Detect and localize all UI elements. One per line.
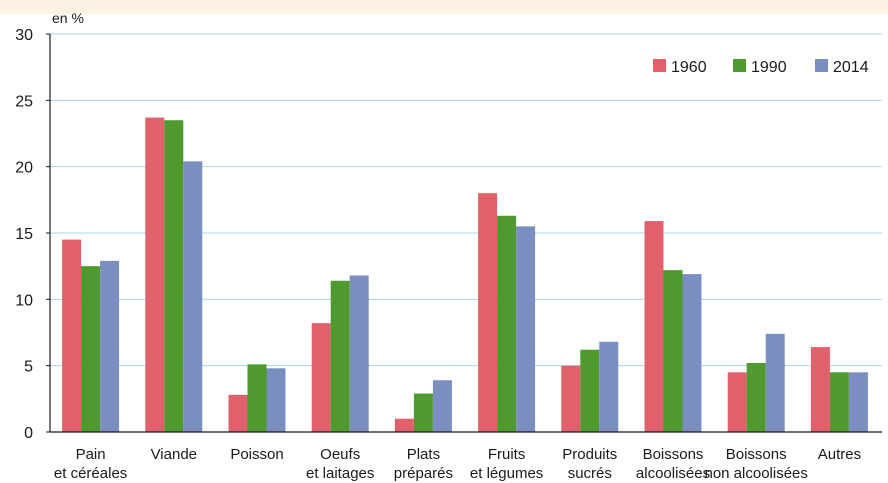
bar-1960	[145, 117, 165, 432]
y-tick-label: 25	[15, 93, 33, 110]
x-category-label-line: Plats	[407, 446, 440, 463]
y-axis-unit: en %	[52, 10, 84, 26]
bar-2014	[432, 380, 452, 432]
x-category-label: Plats préparés	[394, 446, 453, 482]
header-band	[0, 0, 888, 14]
bar-1960	[311, 323, 331, 432]
bar-2014	[100, 260, 120, 432]
y-tick-label: 30	[15, 27, 33, 44]
bar-1990	[330, 280, 350, 432]
bar-1990	[663, 270, 683, 432]
bar-1990	[829, 372, 849, 432]
bar-2014	[848, 372, 868, 432]
bars	[62, 117, 868, 433]
bar-1990	[164, 120, 184, 432]
bar-1960	[810, 347, 830, 432]
y-tick-label: 20	[15, 160, 33, 177]
x-category-label-line: Oeufs	[320, 446, 360, 463]
x-category-label-line: et laitages	[306, 465, 374, 482]
bar-1960	[561, 365, 581, 432]
legend: 1960 1990 2014	[653, 59, 869, 76]
bar-1960	[478, 193, 498, 432]
bar-2014	[765, 333, 785, 432]
gridlines	[50, 33, 882, 367]
bar-2014	[183, 161, 203, 433]
x-category-label-line: et légumes	[470, 465, 543, 482]
x-category-label-line: non alcoolisées	[704, 465, 807, 482]
bar-1960	[62, 239, 82, 432]
bar-1960	[394, 418, 414, 432]
x-category-label: Boissons non alcoolisées	[704, 446, 807, 482]
legend-label-1990: 1990	[751, 59, 787, 76]
bar-1960	[727, 372, 747, 432]
x-category-label: Viande	[151, 446, 197, 463]
y-axis-ticks: 0 5 10 15 20 25 30	[15, 27, 50, 442]
y-tick-label: 0	[24, 425, 33, 442]
bar-1990	[746, 363, 766, 432]
y-tick-label: 10	[15, 292, 33, 309]
x-category-label: Fruits et légumes	[470, 446, 543, 482]
x-category-label-line: alcoolisées	[636, 465, 710, 482]
bar-1990	[580, 349, 600, 432]
x-category-label-line: Viande	[151, 446, 197, 463]
x-category-label-line: et céréales	[54, 465, 127, 482]
x-category-label-line: Produits	[562, 446, 617, 463]
x-category-label-line: Boissons	[726, 446, 787, 463]
x-category-label: Pain et céréales	[54, 446, 127, 482]
x-category-label-line: sucrés	[568, 465, 612, 482]
legend-swatch-1960	[653, 59, 666, 72]
x-category-label: Produits sucrés	[562, 446, 617, 482]
x-category-label: Poisson	[230, 446, 283, 463]
x-category-label: Oeufs et laitages	[306, 446, 374, 482]
x-axis-labels: Pain et céréales Viande Poisson Oeufs et lait…	[54, 446, 861, 482]
x-category-label-line: préparés	[394, 465, 453, 482]
bar-1960	[644, 221, 664, 432]
legend-label-2014: 2014	[833, 59, 869, 76]
x-category-label-line: Pain	[76, 446, 106, 463]
bar-2014	[266, 368, 286, 432]
bar-1990	[247, 364, 267, 432]
y-tick-label: 5	[24, 359, 33, 376]
x-category-label-line: Boissons	[643, 446, 704, 463]
x-category-label-line: Fruits	[488, 446, 526, 463]
bar-2014	[682, 274, 702, 432]
bar-1960	[228, 394, 248, 432]
bar-1990	[413, 393, 433, 432]
bar-2014	[516, 226, 536, 432]
x-category-label: Autres	[818, 446, 861, 463]
y-tick-label: 15	[15, 226, 33, 243]
x-category-label: Boissons alcoolisées	[636, 446, 710, 482]
bar-1990	[81, 266, 101, 432]
x-category-label-line: Poisson	[230, 446, 283, 463]
legend-swatch-2014	[815, 59, 828, 72]
legend-swatch-1990	[733, 59, 746, 72]
x-category-label-line: Autres	[818, 446, 861, 463]
legend-label-1960: 1960	[671, 59, 707, 76]
bar-2014	[349, 275, 369, 432]
bar-1990	[497, 215, 517, 432]
bar-2014	[599, 341, 619, 432]
